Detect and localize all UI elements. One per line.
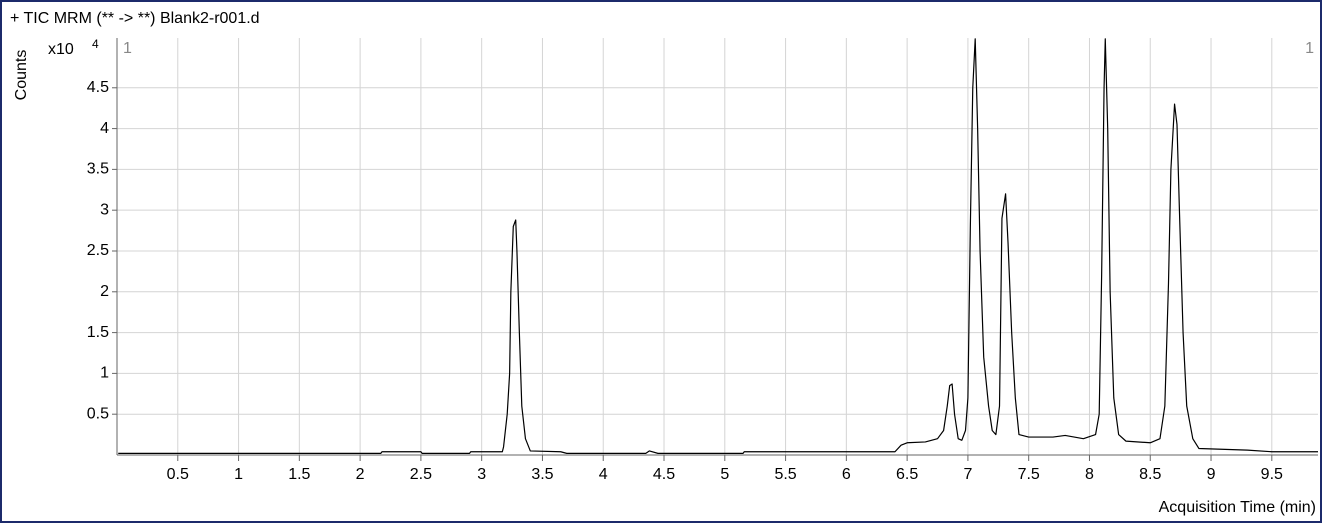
chromatogram-line	[118, 38, 1318, 454]
x-tick-label: 2.5	[410, 466, 432, 483]
y-tick-label: 4.5	[87, 79, 109, 96]
x-tick-label: 6	[842, 466, 851, 483]
x-tick-label: 5.5	[774, 466, 796, 483]
x-tick-label: 7	[963, 466, 972, 483]
corner-label: 1	[1305, 40, 1314, 57]
x-tick-label: 9	[1207, 466, 1216, 483]
x-tick-label: 8.5	[1139, 466, 1161, 483]
x-tick-label: 6.5	[896, 466, 918, 483]
y-tick-label: 0.5	[87, 405, 109, 422]
x-tick-label: 1	[234, 466, 243, 483]
y-tick-label: 3	[100, 201, 109, 218]
y-axis-label: Counts	[13, 50, 30, 101]
y-tick-label: 1	[100, 365, 109, 382]
x-tick-label: 5	[720, 466, 729, 483]
x-tick-label: 7.5	[1018, 466, 1040, 483]
y-multiplier: x10	[48, 41, 74, 58]
y-tick-label: 2	[100, 283, 109, 300]
x-tick-label: 1.5	[288, 466, 310, 483]
x-tick-label: 3.5	[531, 466, 553, 483]
x-tick-label: 0.5	[167, 466, 189, 483]
corner-label: 1	[123, 40, 132, 57]
chart-title: + TIC MRM (** -> **) Blank2-r001.d	[10, 10, 260, 27]
x-tick-label: 2	[356, 466, 365, 483]
y-tick-label: 2.5	[87, 242, 109, 259]
y-tick-label: 1.5	[87, 324, 109, 341]
x-tick-label: 4.5	[653, 466, 675, 483]
y-exponent: 4	[92, 37, 99, 51]
x-axis-label: Acquisition Time (min)	[1159, 499, 1316, 516]
y-tick-label: 4	[100, 120, 109, 137]
x-tick-label: 3	[477, 466, 486, 483]
x-tick-label: 8	[1085, 466, 1094, 483]
y-tick-label: 3.5	[87, 161, 109, 178]
x-tick-label: 9.5	[1261, 466, 1283, 483]
x-tick-label: 4	[599, 466, 608, 483]
